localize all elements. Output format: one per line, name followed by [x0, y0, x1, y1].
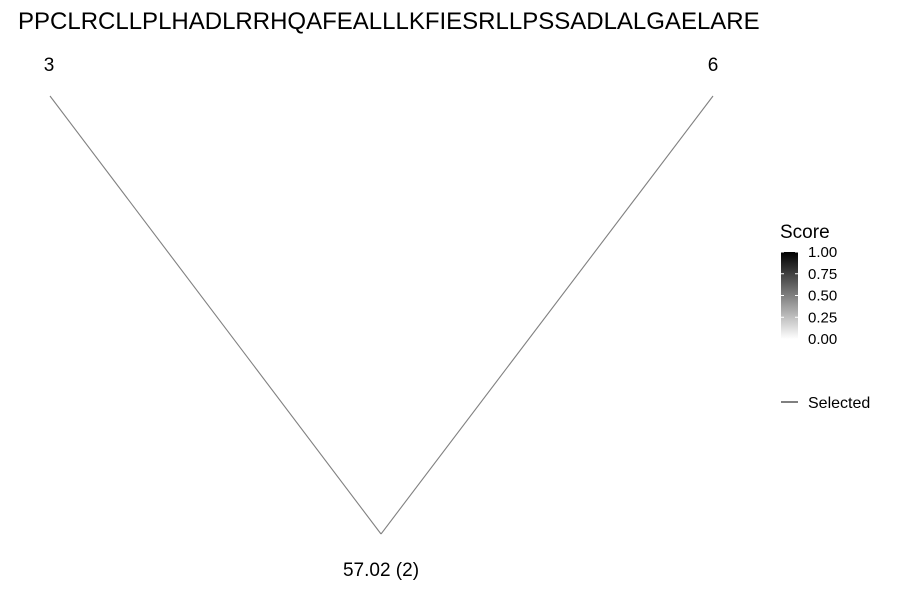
edge-0 — [49, 95, 382, 535]
legend-score-title: Score — [780, 222, 830, 243]
legend-selected-label: Selected — [808, 395, 870, 412]
edge-1 — [380, 95, 714, 535]
sequence-title: PPCLRCLLPLHADLRRHQAFEALLLKFIESRLLPSSADLA… — [18, 8, 760, 35]
legend-tick-label-3: 0.25 — [808, 309, 837, 326]
vertex-label-1: 57.02 (2) — [343, 560, 419, 581]
legend-tick-label-0: 1.00 — [808, 244, 837, 261]
legend-ticks: 1.00 0.75 0.50 0.25 0.00 — [781, 244, 837, 348]
legend-tick-label-2: 0.50 — [808, 288, 837, 305]
edges — [49, 95, 714, 535]
legend-tick-label-4: 0.00 — [808, 331, 837, 348]
vertex-label-2: 6 — [708, 55, 719, 76]
legend-tick-label-1: 0.75 — [808, 266, 837, 283]
legend-colorbar — [781, 252, 798, 339]
vertex-label-0: 3 — [44, 55, 55, 76]
legend: Score 1.00 0.75 0.50 0.25 0.00 Selected — [780, 222, 870, 412]
vertex-labels: 3 57.02 (2) 6 — [44, 55, 719, 581]
